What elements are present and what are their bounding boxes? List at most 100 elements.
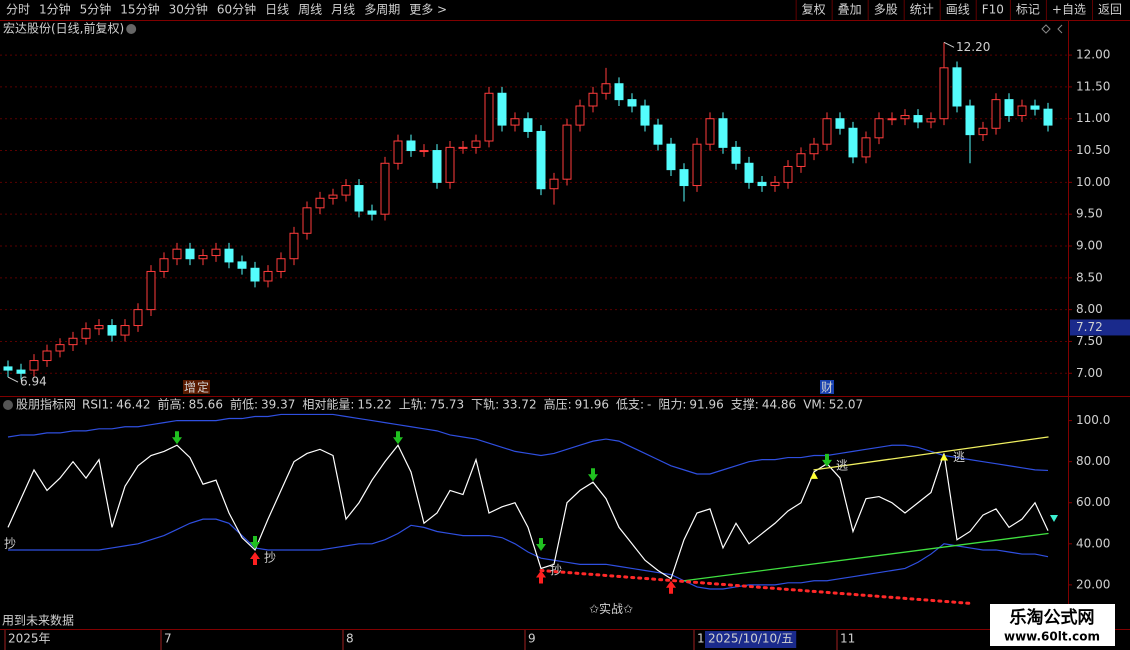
toolbar-item[interactable]: 60分钟 — [217, 2, 256, 17]
toolbar-item[interactable]: 分时 — [6, 3, 30, 17]
diamond-icon[interactable] — [1041, 24, 1051, 34]
readout-name: 前低: — [230, 397, 258, 412]
candle-body — [978, 127, 988, 136]
indicator-line — [7, 413, 1049, 475]
candle-body — [783, 165, 793, 183]
candle-body — [653, 124, 663, 145]
candle-body — [796, 153, 806, 167]
candle-body — [406, 140, 416, 152]
watermark-title: 乐淘公式网 — [1010, 607, 1095, 628]
y-tick-label: 7.50 — [1076, 334, 1103, 348]
toolbar-button[interactable]: 叠加 — [838, 3, 862, 17]
toolbar-button[interactable]: 多股 — [874, 3, 898, 17]
signal-label: 抄 — [550, 563, 562, 577]
candle-body — [1030, 105, 1040, 110]
candle-body — [718, 118, 728, 148]
toolbar-item[interactable]: 1分钟 — [39, 2, 71, 17]
candle-body — [484, 92, 494, 142]
toolbar-item[interactable]: 更多 > — [409, 3, 447, 17]
readout-name: VM: — [803, 398, 826, 412]
watermark-url: www.60lt.com — [1004, 630, 1100, 644]
candle-body — [926, 118, 936, 123]
candle-body — [172, 248, 182, 260]
toolbar-button[interactable]: 统计 — [910, 3, 934, 17]
readout-name: 阻力: — [658, 398, 686, 412]
candle-body — [679, 169, 689, 187]
candle-body — [146, 270, 156, 311]
toolbar-button[interactable]: F10 — [982, 3, 1004, 17]
y-tick-label: 7.00 — [1076, 366, 1103, 380]
signal-label: 逃 — [836, 458, 848, 472]
date-label: 7 — [164, 632, 172, 646]
annotation-label: 6.94 — [20, 375, 47, 389]
candle-body — [965, 105, 975, 136]
candle-body — [770, 181, 780, 187]
candle-body — [107, 325, 117, 336]
candle-body — [991, 99, 1001, 129]
annotation-label: 12.20 — [956, 40, 990, 54]
candle-body — [185, 248, 195, 260]
indicator-title: 股朋指标网 — [16, 397, 76, 412]
candle-body — [913, 115, 923, 123]
crosshair-date-box — [705, 631, 797, 648]
candle-body — [94, 325, 104, 330]
trend-line — [539, 569, 972, 605]
candle-body — [42, 350, 52, 362]
signal-label: 逃 — [953, 450, 965, 464]
toolbar-item[interactable]: 5分钟 — [80, 2, 112, 17]
candle-body — [289, 232, 299, 260]
toolbar-item[interactable]: 15分钟 — [120, 2, 159, 17]
candle-body — [861, 137, 871, 158]
candle-body — [536, 130, 546, 190]
trend-line — [683, 532, 1049, 582]
toolbar-item[interactable]: 日线 — [265, 3, 289, 17]
toolbar-item[interactable]: 30分钟 — [169, 2, 208, 17]
candle-body — [744, 162, 754, 183]
sell-arrow — [393, 431, 403, 445]
annotation-pointer — [943, 41, 955, 48]
candle-body — [419, 150, 429, 153]
candle-body — [887, 118, 897, 121]
candle-body — [939, 67, 949, 120]
candle-body — [458, 146, 468, 149]
y-tick-label: 9.50 — [1076, 207, 1103, 221]
candle-body — [354, 185, 364, 212]
candle-body — [367, 210, 377, 215]
toolbar-button[interactable]: +自选 — [1052, 3, 1086, 17]
toolbar-button[interactable]: 复权 — [802, 3, 826, 17]
candle-body — [198, 255, 208, 260]
toolbar-button[interactable]: 标记 — [1016, 3, 1040, 17]
readout-name: 相对能量: — [302, 398, 354, 412]
sell-arrow — [822, 453, 832, 467]
y-tick-label: 80.00 — [1076, 454, 1110, 468]
candle-body — [81, 328, 91, 339]
signal-label: 抄 — [4, 536, 16, 550]
signal-label: ✩实战✩ — [589, 601, 633, 616]
candle-body — [731, 146, 741, 164]
candle-body — [523, 118, 533, 132]
toolbar-item[interactable]: 月线 — [331, 3, 355, 17]
title-menu-icon[interactable] — [126, 24, 137, 34]
toolbar-button[interactable]: 画线 — [946, 3, 970, 17]
candle-body — [328, 194, 338, 199]
y-tick-label: 10.50 — [1076, 143, 1110, 157]
candle-body — [237, 261, 247, 269]
toolbar-item[interactable]: 多周期 — [364, 3, 400, 17]
y-tick-label: 20.00 — [1076, 577, 1110, 591]
candle-body — [3, 366, 13, 371]
candle-body — [16, 369, 26, 374]
footnote: 用到未来数据 — [2, 613, 74, 628]
candle-body — [263, 270, 273, 282]
y-tick-label: 100.0 — [1076, 413, 1110, 427]
toolbar-item[interactable]: 周线 — [298, 3, 322, 17]
candle-body — [159, 258, 169, 272]
toolbar-button[interactable]: 返回 — [1098, 3, 1122, 17]
candle-body — [900, 115, 910, 120]
indicator-menu-icon[interactable] — [3, 400, 13, 410]
event-label: 增 — [184, 381, 196, 395]
candle-body — [588, 92, 598, 107]
candle-body — [666, 143, 676, 171]
collapse-icon[interactable] — [1057, 24, 1063, 34]
candle-body — [952, 67, 962, 107]
end-marker — [1050, 515, 1058, 523]
